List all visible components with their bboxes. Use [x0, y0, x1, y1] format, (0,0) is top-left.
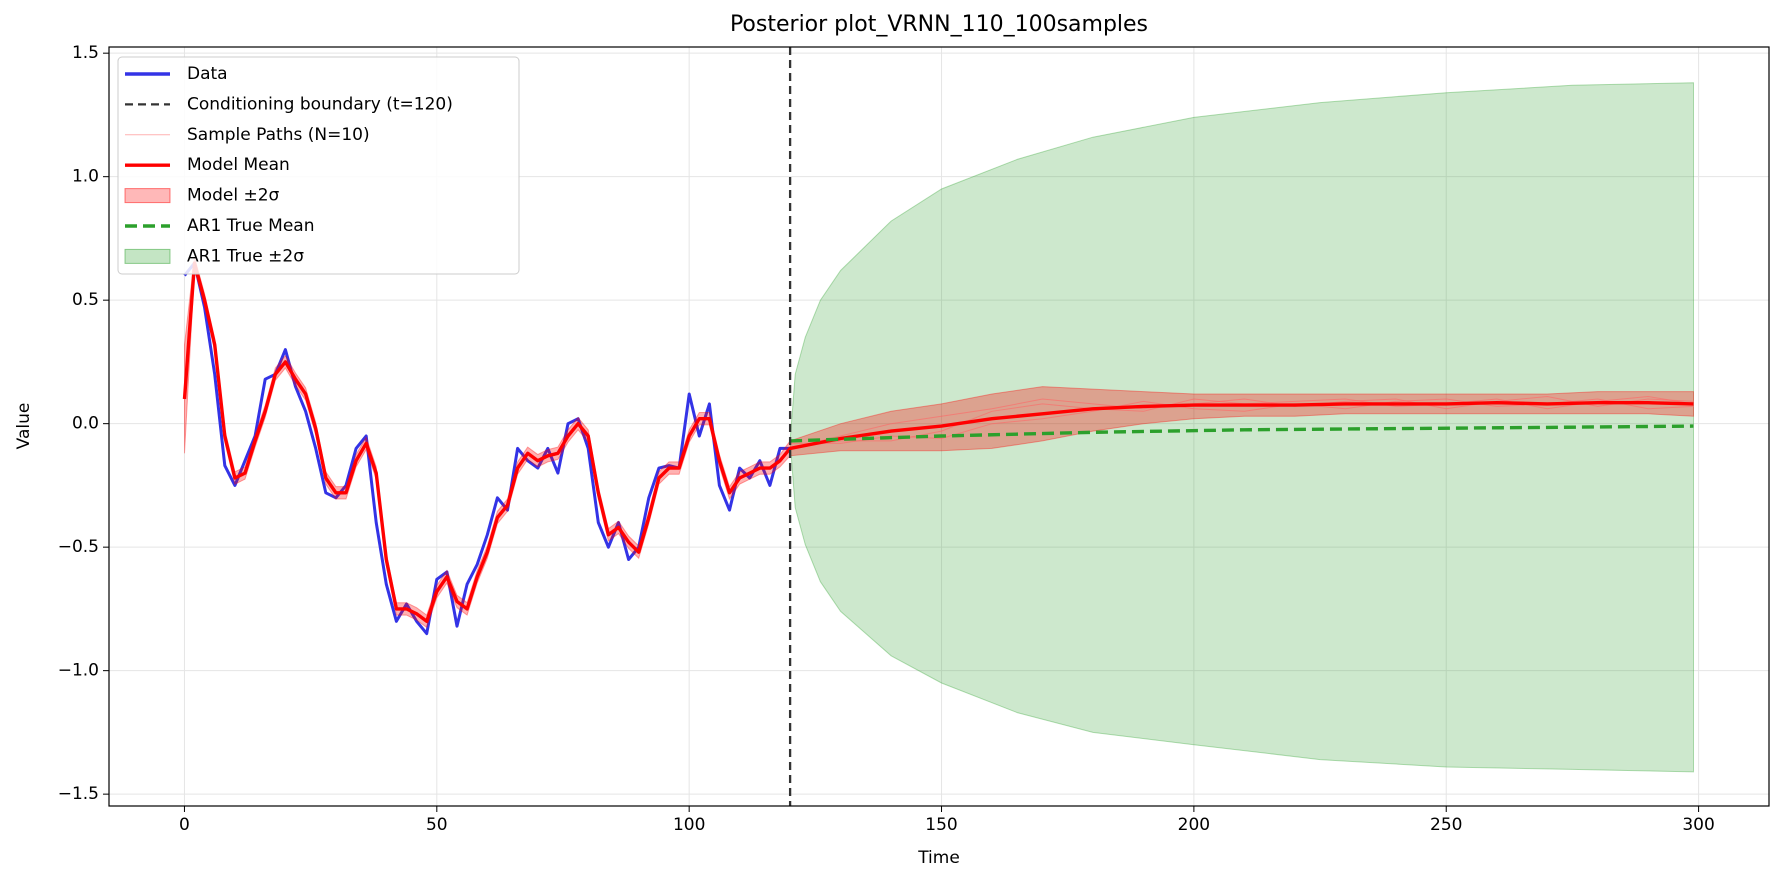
- y-tick-label: −0.5: [58, 537, 99, 557]
- legend-label: Conditioning boundary (t=120): [187, 94, 453, 114]
- x-tick-label: 300: [1682, 815, 1714, 835]
- legend-label: Data: [187, 64, 228, 84]
- legend-label: Model Mean: [187, 155, 290, 175]
- legend: Data Conditioning boundary (t=120) Sample …: [117, 56, 520, 275]
- sample-path: [789, 395, 1694, 449]
- legend-label: AR1 True ±2σ: [187, 246, 304, 266]
- plot-area: [182, 82, 1694, 773]
- y-tick-label: −1.0: [58, 661, 99, 681]
- x-tick-label: 150: [925, 815, 957, 835]
- x-tick-label: 250: [1430, 815, 1462, 835]
- y-tick-label: 1.0: [72, 167, 99, 187]
- axes-frame: [108, 46, 1770, 807]
- x-tick-label: 50: [426, 815, 448, 835]
- x-tick-label: 200: [1178, 815, 1210, 835]
- y-tick-label: −1.5: [58, 784, 99, 804]
- legend-label: Sample Paths (N=10): [187, 125, 370, 145]
- band: [184, 256, 1694, 629]
- x-axis-label: Time: [917, 848, 960, 868]
- series-line: [182, 261, 1694, 623]
- legend-label: AR1 True Mean: [187, 216, 315, 236]
- series-line: [790, 424, 1694, 443]
- chart-title: Posterior plot_VRNN_110_100samples: [730, 12, 1148, 37]
- y-tick-label: 1.5: [72, 43, 99, 63]
- legend-box: [117, 56, 520, 275]
- legend-swatch: [124, 248, 171, 264]
- y-axis-label: Value: [14, 403, 34, 450]
- x-tick-label: 0: [179, 815, 190, 835]
- data-line: [183, 261, 791, 636]
- y-tick-label: 0.0: [72, 414, 99, 434]
- y-tick-label: 0.5: [72, 290, 99, 310]
- x-tick-label: 100: [673, 815, 705, 835]
- legend-swatch: [124, 188, 171, 204]
- legend-label: Model ±2σ: [187, 186, 280, 206]
